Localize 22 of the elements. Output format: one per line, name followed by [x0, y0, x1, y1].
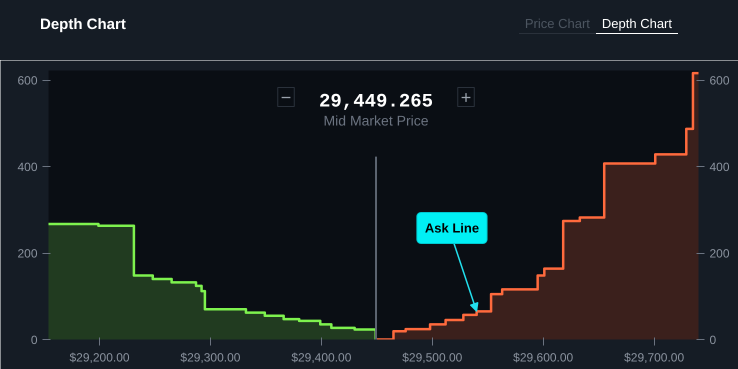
text: Price Chart	[518, 14, 596, 34]
y-tick-label: 200	[17, 246, 38, 261]
x-tick-label: $29,400.00	[291, 350, 352, 364]
annotation: Mid Market Price	[324, 112, 429, 128]
annotation: Ask Line	[424, 220, 480, 236]
y2-tick-label: 200	[710, 246, 730, 261]
y2-tick-label: 0	[710, 333, 716, 347]
text: Depth Chart	[596, 14, 678, 34]
y2-tick-label: 400	[710, 160, 730, 174]
x-tick-label: $29,700.00	[624, 350, 684, 364]
y2-tick-label: 600	[710, 74, 730, 88]
y-tick-label: 400	[17, 160, 38, 174]
x-tick-label: $29,200.00	[69, 350, 130, 364]
x-tick-label: $29,300.00	[180, 350, 241, 364]
chart-title: Depth Chart	[39, 15, 126, 35]
x-tick-label: $29,600.00	[513, 350, 574, 364]
x-tick-label: $29,500.00	[402, 350, 463, 364]
ref-line-label: 29,449.265	[319, 90, 434, 112]
annotation: +	[460, 88, 472, 108]
annotation: −	[280, 88, 292, 108]
y-tick-label: 0	[30, 333, 38, 347]
y-tick-label: 600	[17, 74, 38, 88]
